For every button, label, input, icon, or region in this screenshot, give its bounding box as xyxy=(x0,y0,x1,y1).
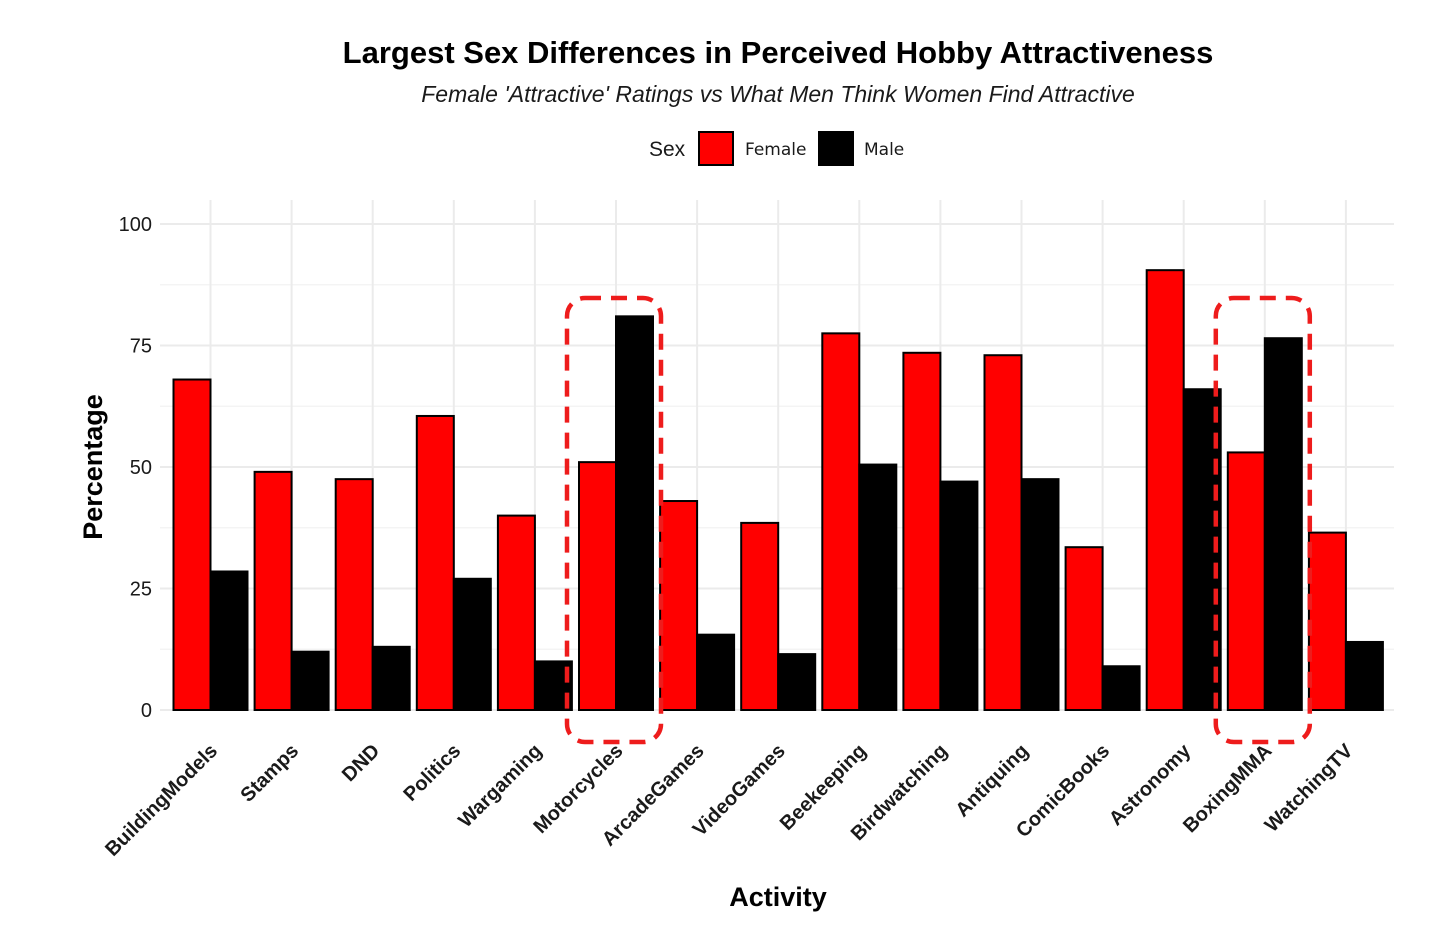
bar-male-boxingmma xyxy=(1263,337,1303,711)
bar-female-comicbooks xyxy=(1064,546,1104,711)
bar-male-comicbooks xyxy=(1101,665,1141,712)
bars xyxy=(172,269,1384,712)
bar-male-buildingmodels xyxy=(209,570,249,711)
y-tick-label: 0 xyxy=(141,700,152,722)
bar-female-politics xyxy=(415,414,455,711)
bar-male-videogames xyxy=(777,653,817,711)
x-tick-label-stamps: Stamps xyxy=(236,740,303,807)
bar-female-watchingtv xyxy=(1307,531,1347,711)
legend-swatch-female xyxy=(698,131,734,166)
x-tick-label-politics: Politics xyxy=(399,740,465,806)
legend-title: Sex xyxy=(649,138,686,161)
bar-male-birdwatching xyxy=(939,480,979,711)
bar-male-antiquing xyxy=(1020,478,1060,711)
bar-male-beekeeping xyxy=(858,463,898,711)
x-axis-ticks: BuildingModels Stamps DND PoliticsWargaming… xyxy=(101,739,1358,860)
x-tick-label-dnd: DND xyxy=(338,740,384,786)
bar-male-stamps xyxy=(290,650,330,711)
highlight-box-motorcycles xyxy=(564,295,664,745)
bar-female-stamps xyxy=(253,470,293,711)
chart-title: Largest Sex Differences in Perceived Hob… xyxy=(343,35,1214,70)
x-axis-label: Activity xyxy=(729,882,827,912)
bar-male-watchingtv xyxy=(1344,640,1384,712)
highlight-boxes xyxy=(564,295,1313,745)
bar-male-politics xyxy=(452,577,492,712)
y-tick-label: 75 xyxy=(130,336,152,358)
y-tick-label: 50 xyxy=(130,457,152,479)
bar-male-arcadegames xyxy=(696,633,736,711)
y-axis-label: Percentage xyxy=(78,394,108,540)
bar-female-wargaming xyxy=(496,514,536,711)
x-tick-label-astronomy: Astronomy xyxy=(1105,739,1196,830)
bar-female-buildingmodels xyxy=(172,378,212,711)
legend-swatch-male xyxy=(818,131,854,166)
bar-female-antiquing xyxy=(983,354,1023,711)
legend-label-male: Male xyxy=(864,140,904,160)
bar-male-dnd xyxy=(371,645,411,712)
x-tick-label-antiquing: Antiquing xyxy=(951,740,1033,822)
y-tick-label: 100 xyxy=(119,214,152,236)
bar-female-birdwatching xyxy=(902,351,942,711)
bar-female-motorcycles xyxy=(578,461,617,712)
x-tick-label-buildingmodels: BuildingModels xyxy=(101,740,222,861)
y-axis-ticks: 0 25 50 75 100 xyxy=(119,214,152,722)
bar-female-beekeeping xyxy=(821,332,861,711)
y-tick-label: 25 xyxy=(130,579,152,601)
bar-female-boxingmma xyxy=(1226,451,1266,711)
bar-female-videogames xyxy=(740,521,780,712)
bar-female-dnd xyxy=(334,478,374,711)
highlight-box-boxingmma xyxy=(1213,295,1313,745)
legend-label-female: Female xyxy=(745,140,806,160)
legend: Sex Female Male xyxy=(649,131,904,166)
bar-male-motorcycles xyxy=(615,315,654,711)
bar-female-arcadegames xyxy=(659,500,699,711)
x-tick-label-watchingtv: WatchingTV xyxy=(1261,740,1358,837)
chart-subtitle: Female 'Attractive' Ratings vs What Men … xyxy=(421,81,1135,107)
bar-female-astronomy xyxy=(1145,269,1185,711)
